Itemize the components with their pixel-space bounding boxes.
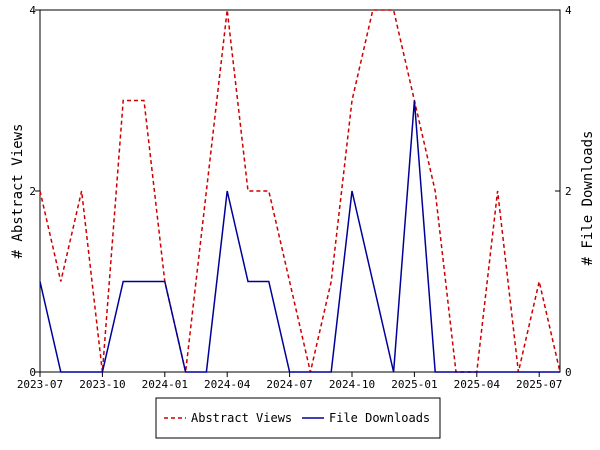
series-line-file-downloads: [39, 100, 560, 373]
x-tick-label: 2025-04: [454, 378, 501, 391]
x-tick-label: 2024-04: [204, 378, 251, 391]
plot-area: [39, 9, 561, 373]
legend-box: [155, 397, 441, 439]
y-tick-label-left: 2: [29, 185, 36, 198]
x-tick-label: 2023-07: [17, 378, 63, 391]
legend: Abstract Views File Downloads: [155, 397, 441, 439]
x-tick-label: 2023-10: [79, 378, 125, 391]
y-axis-left-title: # Abstract Views: [10, 124, 26, 259]
y-tick-label-right: 2: [565, 185, 572, 198]
y-axis-right-title: # File Downloads: [580, 131, 596, 266]
legend-label-abstract-views: Abstract Views: [191, 411, 292, 425]
x-axis: 2023-07 2023-10 2024-01 2024-04 2024-07 2024-…: [17, 372, 562, 391]
y-tick-label-right: 0: [565, 366, 572, 379]
x-tick-label: 2024-07: [266, 378, 312, 391]
series-layer: [39, 9, 561, 373]
y-tick-label-left: 0: [29, 366, 36, 379]
x-tick-label: 2024-10: [329, 378, 375, 391]
y-tick-label-left: 4: [29, 4, 36, 17]
legend-label-file-downloads: File Downloads: [329, 411, 430, 425]
x-tick-label: 2025-01: [391, 378, 437, 391]
x-tick-label: 2025-07: [516, 378, 562, 391]
y-tick-label-right: 4: [565, 4, 572, 17]
x-tick-label: 2024-01: [142, 378, 188, 391]
y-axis-left: 0 2 4: [29, 4, 40, 379]
